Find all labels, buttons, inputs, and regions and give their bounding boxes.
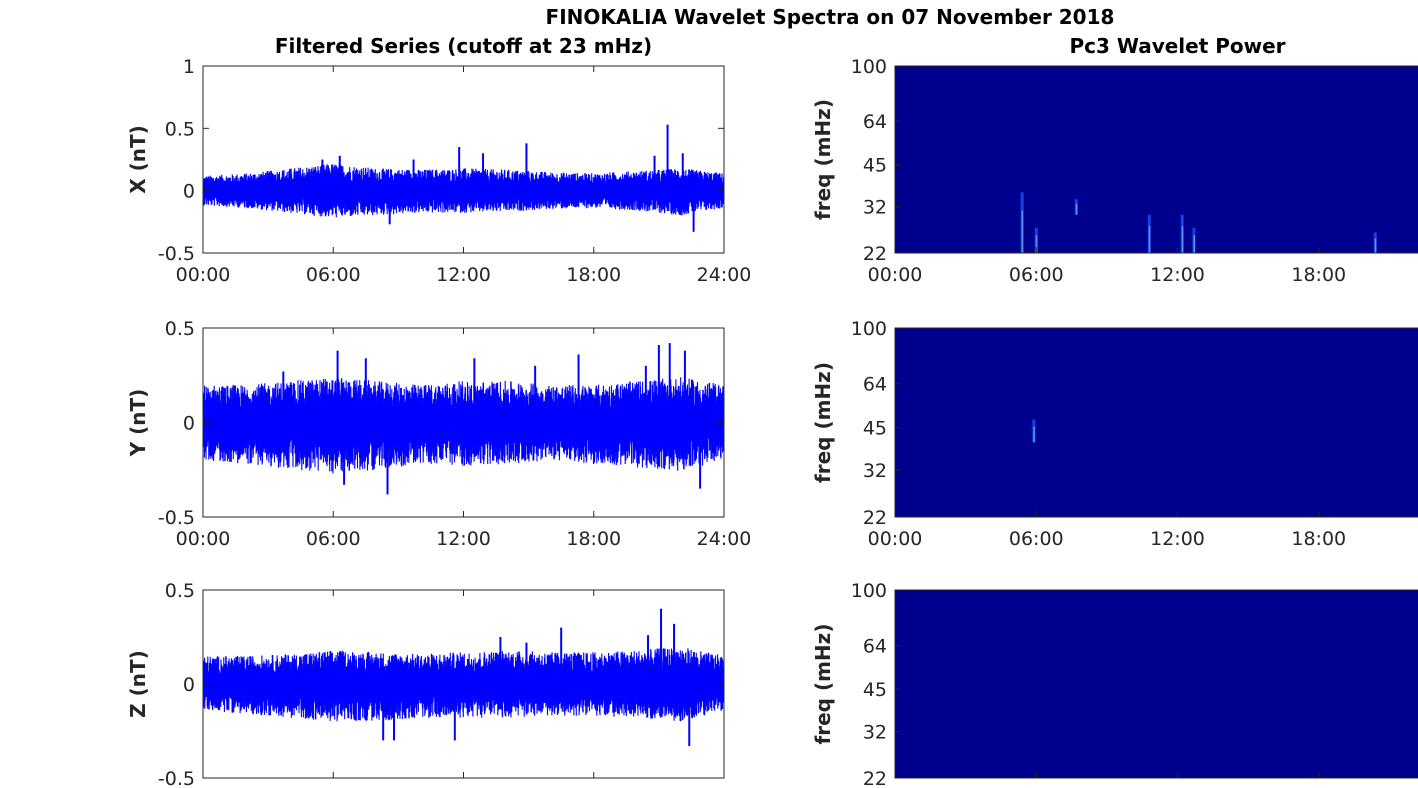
y-tick-label: 64 [863,374,887,396]
y-axis-label: freq (mHz) [811,362,835,483]
x-tick-label: 06:00 [306,264,361,286]
y-tick-label: 0 [183,674,195,696]
y-tick-label: 1 [183,56,195,78]
x-tick-label: 06:00 [1009,528,1064,550]
y-axis-label: freq (mHz) [811,99,835,220]
spectrogram-background [895,328,1418,517]
x-tick-label: 24:00 [697,528,752,550]
y-tick-label: 64 [863,111,887,133]
y-tick-label: 0.5 [165,580,195,602]
y-tick-label: 0.5 [165,118,195,140]
y-axis-label: Z (nT) [126,650,150,718]
y-axis-label: Y (nT) [126,389,150,458]
x-tick-label: 12:00 [436,528,491,550]
y-tick-label: 100 [851,56,887,78]
x-tick-label: 06:00 [306,528,361,550]
y-tick-label: 0.5 [165,318,195,340]
y-axis-label: X (nT) [126,125,150,194]
y-tick-label: 100 [851,580,887,602]
y-tick-label: 0 [183,181,195,203]
x-tick-label: 18:00 [1291,528,1346,550]
x-tick-label: 06:00 [1009,264,1064,286]
series-trace [203,164,724,218]
x-tick-label: 18:00 [1291,264,1346,286]
y-tick-label: 32 [863,460,887,482]
y-tick-label: -0.5 [158,243,195,265]
spectrogram-feature-core [1021,210,1024,253]
x-tick-label: 00:00 [868,528,923,550]
spectrogram-background [895,590,1418,778]
left-column-title: Filtered Series (cutoff at 23 mHz) [274,34,653,58]
y-tick-label: 32 [863,721,887,743]
spectrogram-background [895,66,1418,253]
series-panel-2: -0.5 0 0.5 Z (nT) [126,580,725,788]
y-tick-label: 32 [863,197,887,219]
y-tick-label: 0 [183,413,195,435]
y-tick-label: 64 [863,635,887,657]
x-tick-label: 00:00 [176,264,231,286]
x-tick-label: 12:00 [1150,528,1205,550]
spectrogram-feature-core [1075,203,1078,215]
x-tick-label: 12:00 [436,264,491,286]
spectrogram-feature-core [1033,426,1035,443]
axes-box [202,65,725,254]
y-tick-label: -0.5 [158,768,195,788]
x-tick-label: 00:00 [868,264,923,286]
x-tick-label: 24:00 [697,264,752,286]
spectrogram-feature-core [1181,226,1184,253]
series-trace [203,377,724,474]
y-tick-label: 22 [863,243,887,265]
y-tick-label: 22 [863,768,887,788]
series-panel-1: -0.5 0 0.5 00:00 06:00 12:00 18:00 24:00 Y (nT) [126,318,751,550]
figure-title: FINOKALIA Wavelet Spectra on 07 November… [545,5,1115,29]
spectrogram-panel-2: 22 32 45 64 100 freq (mHz) [811,580,1418,788]
spectrogram-feature-core [1148,226,1151,253]
y-tick-label: 45 [863,155,887,177]
series-panel-0: -0.5 0 0.5 1 00:00 06:00 12:00 18:00 24:00 X (nT) [126,56,751,286]
y-axis-label: freq (mHz) [811,624,835,745]
y-tick-label: 22 [863,507,887,529]
spectrogram-feature-core [1193,235,1195,253]
y-tick-label: 45 [863,418,887,440]
x-tick-label: 00:00 [176,528,231,550]
x-tick-label: 18:00 [566,264,621,286]
y-tick-label: 45 [863,679,887,701]
series-trace [203,648,724,722]
right-column-title: Pc3 Wavelet Power [1069,34,1286,58]
x-tick-label: 18:00 [566,528,621,550]
spectrogram-feature-core [1374,238,1377,253]
y-tick-label: -0.5 [158,507,195,529]
spectrogram-feature-core [1035,235,1038,253]
y-tick-label: 100 [851,318,887,340]
x-tick-label: 12:00 [1150,264,1205,286]
